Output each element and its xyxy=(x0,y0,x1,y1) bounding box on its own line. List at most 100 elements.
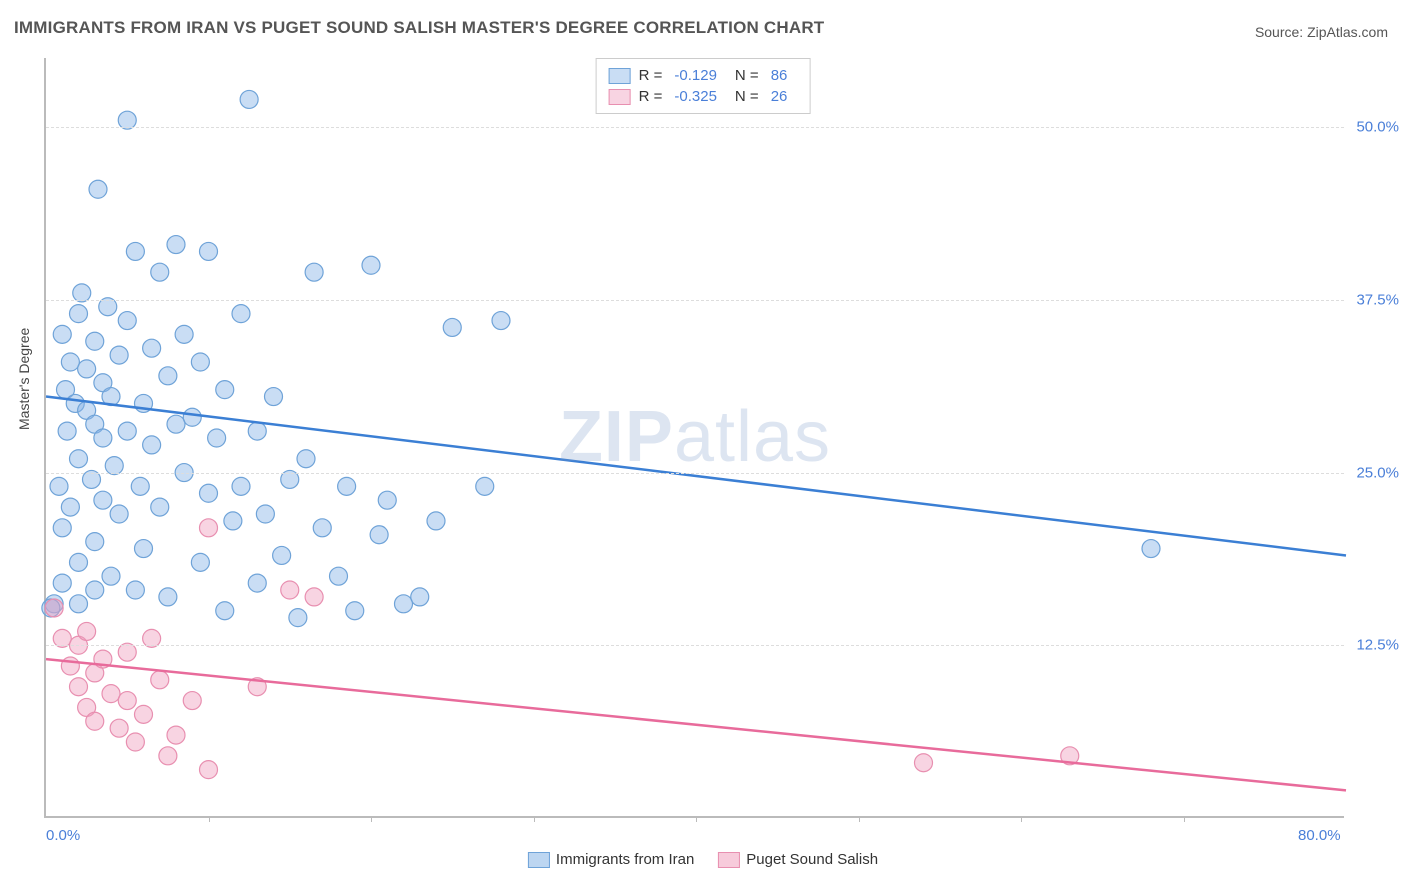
scatter-point xyxy=(159,367,177,385)
scatter-point xyxy=(118,422,136,440)
x-tick xyxy=(534,816,535,822)
scatter-point xyxy=(159,588,177,606)
scatter-point xyxy=(191,353,209,371)
plot-area: ZIPatlas 12.5%25.0%37.5%50.0%0.0%80.0% xyxy=(44,58,1344,818)
scatter-point xyxy=(70,553,88,571)
x-tick xyxy=(371,816,372,822)
scatter-point xyxy=(94,429,112,447)
scatter-point xyxy=(86,533,104,551)
scatter-point xyxy=(126,242,144,260)
gridline-h xyxy=(46,645,1344,646)
scatter-point xyxy=(378,491,396,509)
scatter-point xyxy=(126,733,144,751)
source-label: Source: ZipAtlas.com xyxy=(1255,24,1388,40)
scatter-point xyxy=(346,602,364,620)
scatter-point xyxy=(94,491,112,509)
legend-label: Puget Sound Salish xyxy=(746,851,878,868)
scatter-point xyxy=(476,477,494,495)
scatter-point xyxy=(200,484,218,502)
scatter-point xyxy=(216,602,234,620)
scatter-point xyxy=(232,477,250,495)
scatter-point xyxy=(70,450,88,468)
scatter-point xyxy=(89,180,107,198)
scatter-point xyxy=(200,242,218,260)
y-tick-label: 37.5% xyxy=(1356,291,1399,308)
scatter-point xyxy=(118,692,136,710)
x-tick xyxy=(1021,816,1022,822)
legend-swatch xyxy=(609,68,631,84)
scatter-point xyxy=(1142,540,1160,558)
legend-swatch xyxy=(718,852,740,868)
scatter-point xyxy=(330,567,348,585)
y-tick-label: 12.5% xyxy=(1356,637,1399,654)
scatter-point xyxy=(110,505,128,523)
x-tick xyxy=(696,816,697,822)
legend-label: Immigrants from Iran xyxy=(556,851,694,868)
x-tick xyxy=(1184,816,1185,822)
scatter-point xyxy=(281,581,299,599)
scatter-point xyxy=(143,339,161,357)
scatter-point xyxy=(102,685,120,703)
scatter-point xyxy=(86,332,104,350)
x-tick-label: 0.0% xyxy=(46,827,80,844)
scatter-point xyxy=(78,360,96,378)
gridline-h xyxy=(46,473,1344,474)
scatter-point xyxy=(135,705,153,723)
legend-bottom-item: Puget Sound Salish xyxy=(718,851,878,868)
y-tick-label: 25.0% xyxy=(1356,464,1399,481)
scatter-point xyxy=(159,747,177,765)
scatter-point xyxy=(297,450,315,468)
scatter-point xyxy=(200,761,218,779)
scatter-point xyxy=(53,325,71,343)
legend-n-label: N = xyxy=(735,67,759,84)
scatter-point xyxy=(86,712,104,730)
scatter-point xyxy=(248,574,266,592)
scatter-point xyxy=(175,325,193,343)
scatter-point xyxy=(167,236,185,254)
legend-bottom: Immigrants from Iran Puget Sound Salish xyxy=(528,851,878,868)
scatter-point xyxy=(443,318,461,336)
scatter-point xyxy=(151,671,169,689)
legend-top-row: R =-0.325N =26 xyxy=(609,86,798,107)
scatter-point xyxy=(208,429,226,447)
scatter-point xyxy=(110,719,128,737)
legend-bottom-item: Immigrants from Iran xyxy=(528,851,694,868)
scatter-point xyxy=(362,256,380,274)
scatter-point xyxy=(167,726,185,744)
scatter-point xyxy=(70,595,88,613)
legend-r-label: R = xyxy=(639,67,663,84)
scatter-point xyxy=(395,595,413,613)
scatter-point xyxy=(53,519,71,537)
legend-r-label: R = xyxy=(639,88,663,105)
legend-n-value: 26 xyxy=(771,88,788,105)
scatter-point xyxy=(151,263,169,281)
scatter-point xyxy=(131,477,149,495)
scatter-point xyxy=(915,754,933,772)
legend-r-value: -0.129 xyxy=(674,67,717,84)
scatter-point xyxy=(70,678,88,696)
scatter-point xyxy=(151,498,169,516)
scatter-point xyxy=(411,588,429,606)
scatter-point xyxy=(70,305,88,323)
scatter-point xyxy=(232,305,250,323)
scatter-point xyxy=(370,526,388,544)
legend-swatch xyxy=(609,89,631,105)
scatter-point xyxy=(61,353,79,371)
legend-n-value: 86 xyxy=(771,67,788,84)
scatter-point xyxy=(118,312,136,330)
scatter-point xyxy=(183,408,201,426)
scatter-point xyxy=(143,436,161,454)
x-tick xyxy=(859,816,860,822)
scatter-point xyxy=(135,540,153,558)
plot-svg xyxy=(46,58,1344,816)
x-tick-label: 80.0% xyxy=(1298,827,1341,844)
scatter-point xyxy=(86,581,104,599)
scatter-point xyxy=(45,599,63,617)
scatter-point xyxy=(224,512,242,530)
scatter-point xyxy=(265,388,283,406)
scatter-point xyxy=(338,477,356,495)
scatter-point xyxy=(240,90,258,108)
gridline-h xyxy=(46,127,1344,128)
trend-line xyxy=(46,659,1346,790)
scatter-point xyxy=(110,346,128,364)
